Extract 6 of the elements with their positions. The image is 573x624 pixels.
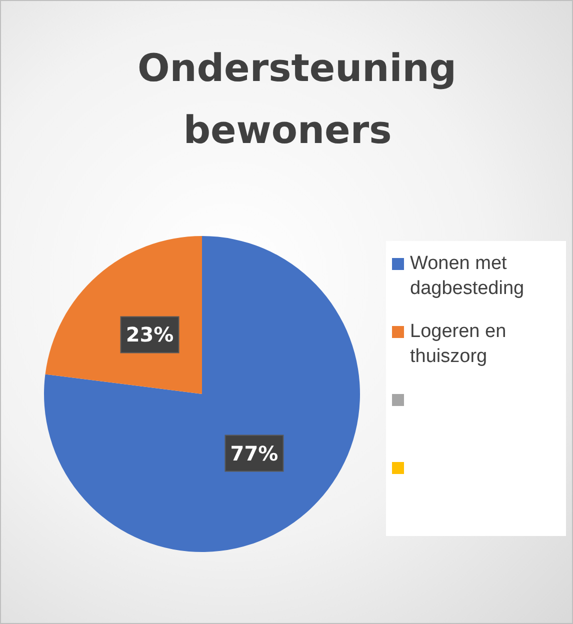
- legend-label: Logeren en thuiszorg: [410, 320, 508, 369]
- chart-title: Ondersteuning bewoners: [138, 45, 457, 154]
- data-label: 23%: [126, 322, 174, 347]
- legend-label: Wonen met dagbesteding: [410, 252, 526, 301]
- data-label: 77%: [230, 441, 278, 466]
- pie-slice: [44, 236, 360, 552]
